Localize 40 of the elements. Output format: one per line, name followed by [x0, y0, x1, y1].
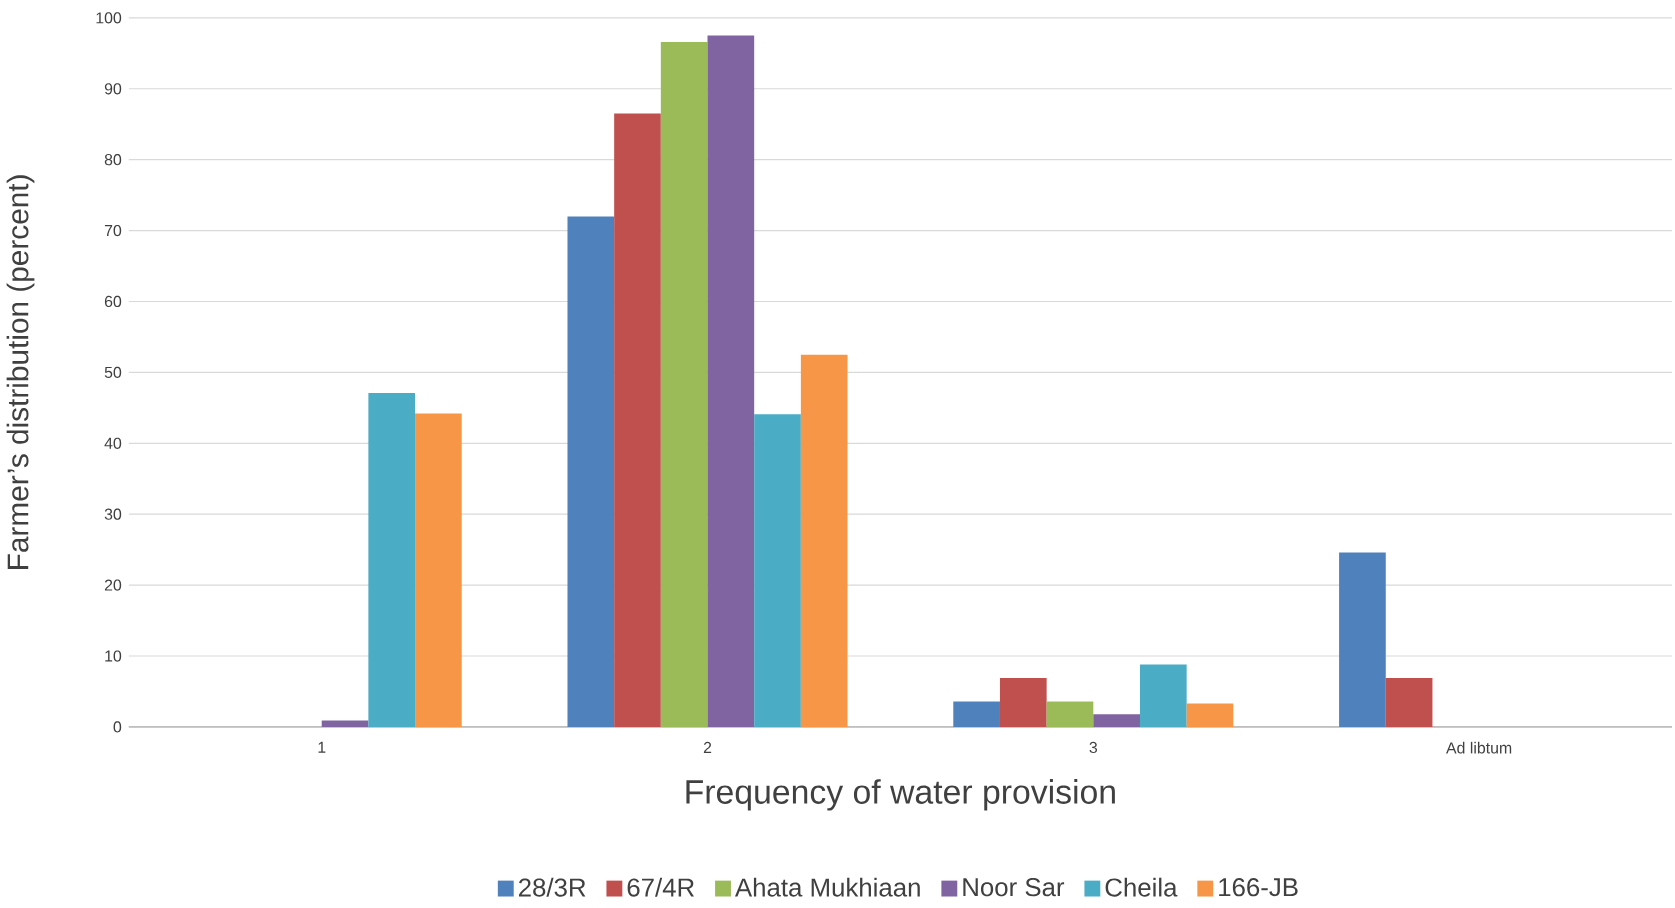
bar — [415, 413, 462, 728]
y-axis-title: Farmer’s distribution (percent) — [6, 175, 35, 570]
y-tick-label: 70 — [104, 225, 122, 237]
bar — [321, 720, 369, 728]
bar — [614, 113, 661, 728]
y-tick-label: 50 — [104, 366, 122, 379]
x-tick-label: Ad libtum — [1446, 742, 1512, 754]
legend-label: Ahata Mukhiaan — [734, 877, 920, 897]
bar — [368, 393, 416, 728]
bar — [660, 42, 708, 728]
y-tick-label: 100 — [96, 12, 122, 24]
bar — [1385, 678, 1433, 728]
y-tick-label: 30 — [104, 508, 122, 520]
x-tick-label: 2 — [703, 742, 712, 754]
bar — [953, 701, 1000, 728]
bar — [1046, 701, 1094, 728]
legend-label: 67/4R — [627, 877, 694, 897]
legend-label: 28/3R — [519, 877, 586, 897]
y-tick-label: 60 — [104, 296, 122, 308]
x-tick-label: 1 — [318, 742, 326, 753]
bar — [999, 678, 1047, 728]
bar — [1139, 664, 1187, 728]
legend-label: 166-JB — [1219, 878, 1298, 897]
x-tick-label: 3 — [1089, 742, 1098, 754]
y-tick-label: 90 — [104, 83, 122, 95]
bar — [1186, 703, 1234, 728]
y-tick-label: 40 — [104, 437, 122, 450]
x-axis-title: Frequency of water provision — [686, 779, 1115, 811]
bar — [1093, 714, 1140, 728]
legend-label: Cheila — [1105, 877, 1178, 897]
y-tick-label: 0 — [113, 721, 122, 733]
y-tick-label: 10 — [105, 650, 122, 662]
y-tick-label: 20 — [104, 579, 122, 591]
legend-label: Noor Sar — [963, 878, 1065, 897]
bar — [1339, 552, 1386, 728]
y-tick-label: 80 — [104, 154, 122, 166]
bar — [754, 414, 801, 728]
bar — [800, 354, 848, 728]
bar — [567, 216, 615, 728]
bar — [707, 35, 755, 728]
